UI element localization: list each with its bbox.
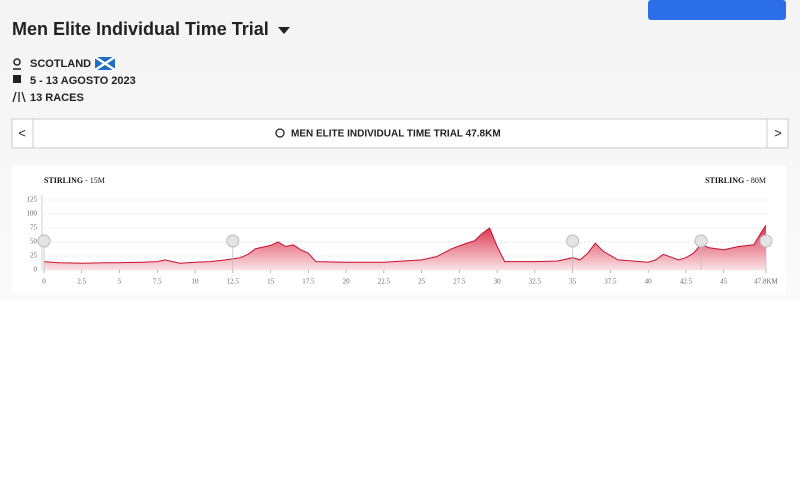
stage-nav xyxy=(11,118,789,149)
waypoint xyxy=(226,234,240,248)
x-tick-label: 12.5 xyxy=(227,278,240,286)
title: Men Elite Individual Time Trial xyxy=(12,19,269,39)
x-tick-label: 17.5 xyxy=(302,278,315,286)
dropdown-caret[interactable] xyxy=(278,27,290,34)
start-name: STIRLING xyxy=(44,176,83,185)
races-icon xyxy=(12,91,26,103)
x-tick-label: 47.8KM xyxy=(754,278,778,286)
chart-panel xyxy=(12,165,786,295)
y-tick-label: 100 xyxy=(27,210,38,218)
flag xyxy=(94,55,116,72)
y-tick-label: 0 xyxy=(34,266,38,274)
x-tick-label: 2.5 xyxy=(77,278,86,286)
location: SCOTLAND xyxy=(30,58,91,70)
calendar-icon xyxy=(13,75,21,83)
waypoint xyxy=(694,234,708,248)
x-tick-label: 25 xyxy=(418,278,426,286)
x-tick-label: 22.5 xyxy=(378,278,391,286)
x-tick-label: 15 xyxy=(267,278,275,286)
x-tick-label: 32.5 xyxy=(529,278,542,286)
x-tick-label: 30 xyxy=(494,278,502,286)
x-tick-label: 20 xyxy=(343,278,351,286)
x-tick-label: 42.5 xyxy=(680,278,693,286)
prev-button[interactable]: < xyxy=(18,125,26,140)
x-tick-label: 40 xyxy=(645,278,653,286)
finish-label: STIRLING - 80M xyxy=(705,176,766,185)
x-tick-label: 0 xyxy=(42,278,46,286)
y-tick-label: 75 xyxy=(30,224,38,232)
x-tick-label: 7.5 xyxy=(153,278,162,286)
x-tick-label: 35 xyxy=(569,278,577,286)
x-tick-label: 27.5 xyxy=(453,278,466,286)
start-label: STIRLING - 15M xyxy=(44,176,105,185)
elevation-area xyxy=(44,225,766,270)
y-tick-label: 25 xyxy=(30,252,38,260)
x-tick-label: 37.5 xyxy=(604,278,617,286)
waypoint xyxy=(37,234,51,248)
x-tick-label: 10 xyxy=(192,278,200,286)
waypoint xyxy=(566,234,580,248)
finish-name: STIRLING xyxy=(705,176,744,185)
waypoint xyxy=(759,234,773,248)
elevation-line xyxy=(43,224,767,264)
next-button[interactable]: > xyxy=(774,125,782,140)
start-elevation: - 15M xyxy=(85,176,105,185)
dates: 5 - 13 AGOSTO 2023 xyxy=(30,75,136,87)
finish-elevation: - 80M xyxy=(746,176,766,185)
races: 13 RACES xyxy=(30,92,84,104)
y-tick-label: 50 xyxy=(30,238,38,246)
stopwatch-icon xyxy=(275,128,285,138)
top-button[interactable] xyxy=(648,0,786,20)
x-tick-label: 5 xyxy=(118,278,122,286)
stage-name[interactable]: MEN ELITE INDIVIDUAL TIME TRIAL 47.8KM xyxy=(291,129,501,140)
location-icon xyxy=(13,58,21,70)
y-tick-label: 125 xyxy=(27,196,38,204)
x-tick-label: 45 xyxy=(720,278,728,286)
